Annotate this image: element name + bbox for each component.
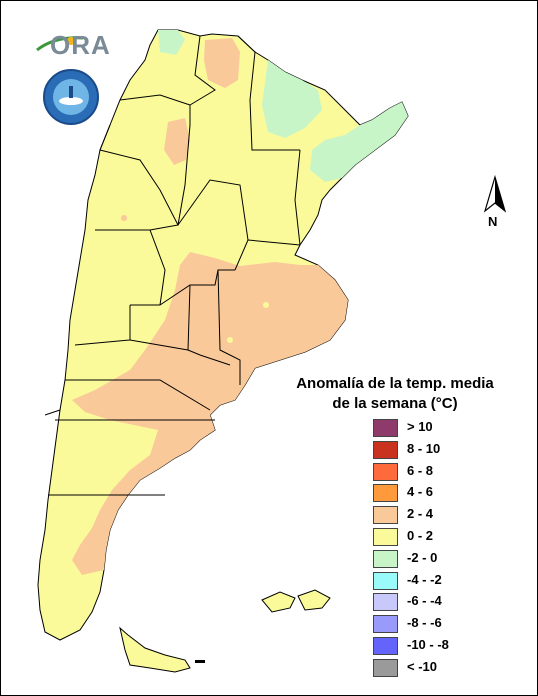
legend-title-line2: de la semana (°C) bbox=[332, 395, 458, 412]
smn-seal-icon bbox=[43, 69, 99, 125]
legend-label: 0 - 2 bbox=[407, 527, 434, 543]
legend-swatch bbox=[373, 593, 398, 612]
legend-swatch bbox=[373, 636, 398, 655]
legend-swatch bbox=[373, 462, 398, 481]
legend-title-line1: Anomalía de la temp. media bbox=[296, 375, 494, 392]
region-anomaly-2-4-spot bbox=[121, 215, 127, 221]
legend-swatch bbox=[373, 527, 398, 546]
region-anomaly-neg2-0-corrientes bbox=[310, 102, 408, 182]
malvinas-islands bbox=[261, 589, 331, 613]
legend-label: -6 - -4 bbox=[407, 593, 442, 609]
region-anomaly-neg2-0-jujuy bbox=[158, 30, 185, 55]
legend-label: -10 - -8 bbox=[407, 636, 449, 652]
legend-swatch bbox=[373, 506, 398, 525]
north-arrow-label: N bbox=[488, 214, 498, 229]
region-anomaly-0-2-spot bbox=[227, 337, 233, 343]
legend-swatch bbox=[373, 549, 398, 568]
region-anomaly-2-4-north bbox=[204, 38, 240, 88]
ora-logo-icon bbox=[36, 36, 84, 52]
legend-swatch bbox=[373, 615, 398, 634]
legend-swatch bbox=[373, 440, 398, 459]
legend-label: > 10 bbox=[407, 419, 433, 434]
legend-swatch bbox=[373, 658, 398, 677]
north-arrow-icon bbox=[483, 175, 507, 213]
legend-swatch bbox=[373, 419, 398, 437]
province-borders bbox=[44, 35, 301, 496]
small-islands bbox=[195, 660, 205, 663]
region-anomaly-2-4 bbox=[72, 252, 348, 575]
region-anomaly-2-4-tucuman bbox=[164, 118, 190, 165]
region-tierra-del-fuego bbox=[119, 626, 191, 673]
region-anomaly-0-2-spot bbox=[263, 302, 269, 308]
ora-logo-text: ORA bbox=[50, 30, 111, 60]
legend-label: -4 - -2 bbox=[407, 571, 442, 587]
legend-label: 4 - 6 bbox=[407, 484, 434, 500]
legend-label: 6 - 8 bbox=[407, 462, 434, 478]
legend-swatch bbox=[373, 571, 398, 590]
legend-title: Anomalía de la temp. media de la semana … bbox=[290, 374, 500, 414]
legend-label: -8 - -6 bbox=[407, 615, 442, 631]
region-anomaly-neg2-0-misiones bbox=[262, 60, 322, 138]
legend-swatch bbox=[373, 484, 398, 503]
legend-label: 8 - 10 bbox=[407, 440, 441, 456]
legend-label: 2 - 4 bbox=[407, 506, 434, 522]
legend-label: -2 - 0 bbox=[407, 549, 438, 565]
legend-label: < -10 bbox=[407, 658, 437, 674]
